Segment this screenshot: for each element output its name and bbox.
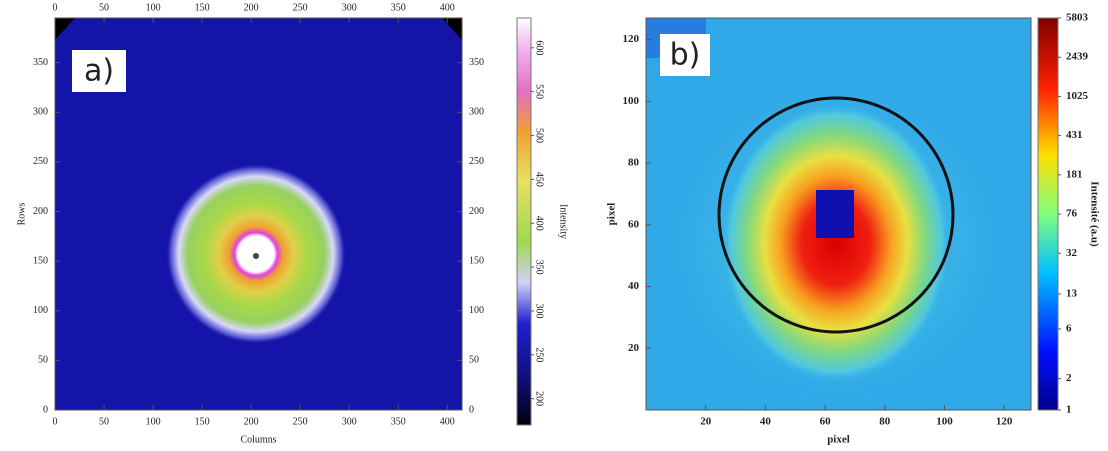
plot-frame (54, 17, 463, 411)
x-tick-label: 50 (99, 416, 109, 427)
x-tick-label: 20 (700, 416, 712, 428)
detector-image (55, 18, 462, 410)
panel-label: a) (84, 54, 114, 89)
y-tick-label: 0 (469, 404, 474, 415)
y-axis-label: Rows (16, 203, 27, 226)
x-tick-label: 250 (293, 2, 308, 13)
y-tick-label: 20 (628, 342, 640, 354)
x-axis-label: Columns (240, 434, 276, 445)
colorbar-tick-label: 32 (1066, 247, 1078, 259)
panel-a: 0050501001001501502002002502503003003503… (16, 2, 568, 445)
x-tick-label: 40 (760, 416, 772, 428)
colorbar-tick-label: 550 (534, 84, 545, 99)
colorbar-label: Intensité (a.u) (1088, 181, 1100, 247)
colorbar-tick-label: 431 (1066, 129, 1083, 141)
y-tick-label: 0 (43, 404, 48, 415)
x-tick-label: 150 (195, 2, 210, 13)
plot-frame (645, 17, 1032, 411)
colorbar-tick-label: 400 (534, 216, 545, 231)
y-tick-label: 100 (623, 95, 640, 107)
x-tick-label: 60 (820, 416, 832, 428)
x-tick-label: 100 (146, 416, 161, 427)
colorbar-tick-label: 300 (534, 303, 545, 318)
y-tick-label: 150 (469, 255, 484, 266)
y-tick-label: 350 (469, 57, 484, 68)
detector-image (646, 18, 1031, 410)
panel-b: 20 40 60 80 100 120 20 40 60 80 100 120 pixel pixel b)… (606, 12, 1101, 446)
x-tick-label: 0 (53, 416, 58, 427)
x-tick-label: 80 (879, 416, 891, 428)
colorbar-tick-label: 500 (534, 128, 545, 143)
x-tick-label: 400 (440, 416, 455, 427)
colorbar-tick-label: 1025 (1066, 90, 1089, 102)
x-tick-label: 300 (342, 2, 357, 13)
colorbar-tick-label: 200 (534, 391, 545, 406)
x-tick-label: 350 (391, 416, 406, 427)
y-tick-label: 300 (33, 107, 48, 118)
y-tick-label: 200 (33, 206, 48, 217)
y-tick-label: 100 (469, 305, 484, 316)
colorbar-tick-label: 450 (534, 172, 545, 187)
x-tick-label: 350 (391, 2, 406, 13)
colorbar-tick-label: 76 (1066, 208, 1078, 220)
colorbar-tick-label: 2 (1066, 372, 1072, 384)
panel-label-box (660, 34, 710, 76)
x-tick-label: 50 (99, 2, 109, 13)
x-tick-label: 400 (440, 2, 455, 13)
y-tick-label: 250 (33, 156, 48, 167)
x-tick-label: 300 (342, 416, 357, 427)
panel-label: b) (670, 38, 701, 73)
colorbar-tick-label: 250 (534, 347, 545, 362)
y-tick-label: 200 (469, 206, 484, 217)
x-tick-label: 250 (293, 416, 308, 427)
colorbar-tick-label: 600 (534, 40, 545, 55)
colorbar-tick-label: 350 (534, 260, 545, 275)
colorbar-tick-label: 2439 (1066, 51, 1089, 63)
x-tick-label: 200 (244, 2, 259, 13)
colorbar (1037, 17, 1059, 411)
y-tick-label: 50 (469, 355, 479, 366)
x-tick-label: 120 (996, 416, 1013, 428)
y-tick-label: 100 (33, 305, 48, 316)
colorbar-tick-label: 6 (1066, 322, 1072, 334)
x-tick-label: 200 (244, 416, 259, 427)
x-tick-label: 100 (146, 2, 161, 13)
colorbar-tick-label: 13 (1066, 288, 1078, 300)
y-tick-label: 250 (469, 156, 484, 167)
panel-label-box (72, 50, 126, 92)
x-tick-label: 150 (195, 416, 210, 427)
colorbar-label: Intensity (558, 204, 569, 239)
x-tick-label: 100 (936, 416, 953, 428)
colorbar-tick-label: 1 (1066, 404, 1072, 416)
colorbar-tick-label: 5803 (1066, 12, 1089, 24)
y-tick-label: 80 (628, 157, 640, 169)
y-tick-label: 50 (38, 355, 48, 366)
y-tick-label: 40 (628, 280, 640, 292)
x-axis-label: pixel (827, 434, 850, 446)
y-tick-label: 120 (623, 33, 640, 45)
y-axis-label: pixel (606, 203, 618, 226)
y-tick-label: 60 (628, 218, 640, 230)
y-tick-label: 350 (33, 57, 48, 68)
x-tick-label: 0 (53, 2, 58, 13)
colorbar (516, 17, 532, 426)
y-tick-label: 300 (469, 107, 484, 118)
y-tick-label: 150 (33, 255, 48, 266)
colorbar-tick-label: 181 (1066, 168, 1083, 180)
